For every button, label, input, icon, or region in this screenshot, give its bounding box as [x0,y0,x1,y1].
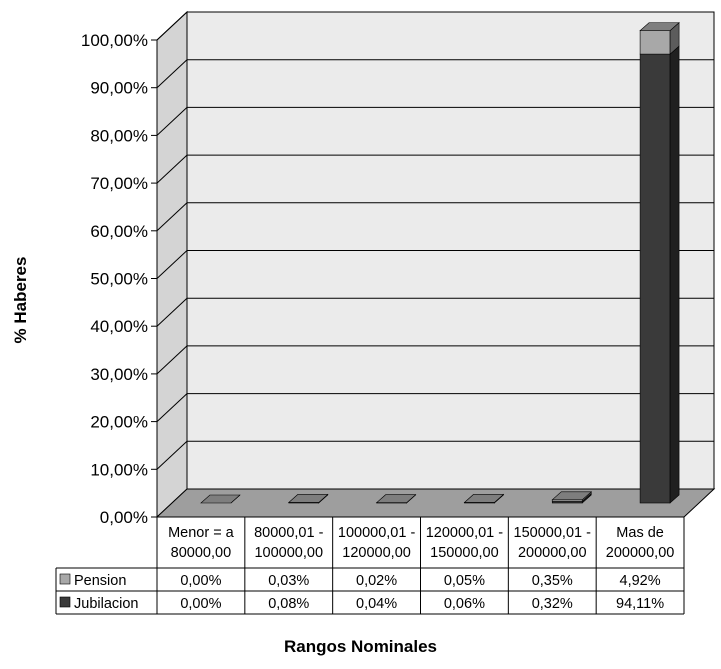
x-tick-label: Mas de [616,525,664,541]
legend-swatch-pension [60,574,70,584]
y-tick-label: 100,00% [81,31,148,50]
data-label: 0,02% [356,573,397,589]
x-tick-label: 150000,01 - [514,525,592,541]
data-label: 0,06% [444,596,485,612]
bar-jubilacion-5-front [640,54,670,503]
y-tick-label: 30,00% [90,365,148,384]
x-tick-label: 100000,01 - [338,525,416,541]
y-axis-title: % Haberes [11,257,30,344]
y-tick-label: 80,00% [90,126,148,145]
legend-label-pension: Pension [74,573,126,589]
y-tick-label: 20,00% [90,413,148,432]
data-label: 0,00% [180,596,221,612]
x-tick-label: 100000,00 [254,545,323,561]
x-tick-label: 120000,00 [342,545,411,561]
data-label: 0,04% [356,596,397,612]
bar-jubilacion-5-side [670,46,679,503]
data-label: 0,00% [180,573,221,589]
x-tick-label: 200000,00 [518,545,587,561]
x-tick-label: Menor = a [168,525,235,541]
x-tick-label: 200000,00 [606,545,675,561]
x-tick-label: 120000,01 - [426,525,504,541]
data-label: 0,08% [268,596,309,612]
y-axis-title-box: % Haberes [4,200,34,400]
data-label: 0,03% [268,573,309,589]
y-tick-label: 90,00% [90,79,148,98]
data-label: 0,05% [444,573,485,589]
x-tick-label: 150000,00 [430,545,499,561]
x-tick-label: 80000,00 [171,545,231,561]
y-tick-label: 50,00% [90,270,148,289]
y-tick-label: 60,00% [90,222,148,241]
data-label: 0,32% [532,596,573,612]
y-tick-label: 40,00% [90,317,148,336]
legend-label-jubilacion: Jubilacion [74,596,139,612]
y-tick-label: 10,00% [90,460,148,479]
y-tick-label: 0,00% [100,508,148,527]
x-tick-label: 80000,01 - [254,525,324,541]
y-tick-label: 70,00% [90,174,148,193]
legend-swatch-jubilacion [60,597,70,607]
data-label: 4,92% [620,573,661,589]
data-label: 0,35% [532,573,573,589]
floor [157,489,714,517]
bar-pension-5-front [640,31,670,54]
data-label: 94,11% [616,596,664,612]
x-axis-title: Rangos Nominales [0,637,721,657]
